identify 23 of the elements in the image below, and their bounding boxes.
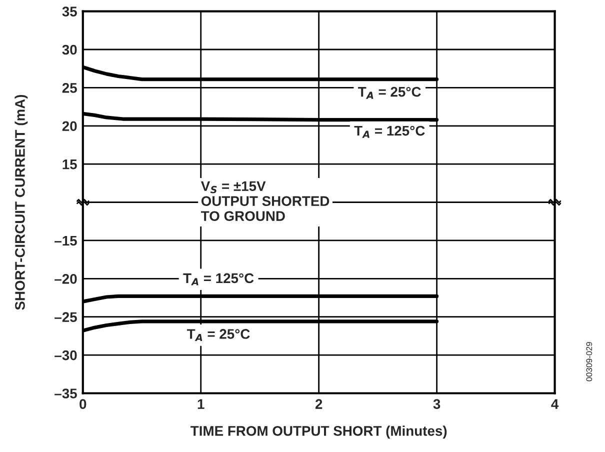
y-tick-label: 30 [62,44,77,55]
x-tick-label: 4 [551,399,559,409]
y-tick-label: –35 [54,388,77,398]
y-tick-label: 35 [62,6,77,16]
y-axis-title: SHORT-CIRCUIT CURRENT (mA) [14,94,28,310]
text: 00309-029 [586,342,592,382]
x-tick-label: 3 [433,399,440,410]
y-tick-label: 15 [62,160,77,170]
series-label: T$_{A}$ = 25°C [358,86,421,99]
y-tick-label: 25 [62,83,77,93]
x-axis-title: TIME FROM OUTPUT SHORT (Minutes) [190,426,447,439]
y-tick-label: –15 [54,236,77,246]
y-tick-label: –25 [54,312,77,322]
x-tick-label: 0 [80,399,86,409]
y-tick-label: –30 [54,350,77,360]
series-label: T$_{A}$ = 125°C [354,126,425,138]
series-label: T$_{A}$ = 125°C [183,273,254,286]
series-label: T$_{A}$ = 25°C [186,329,250,342]
y-tick-label: 20 [62,121,77,132]
y-tick-label: –20 [54,274,77,284]
x-tick-label: 2 [315,399,322,409]
annotation: V$_{S}$ = ±15V OUTPUT SHORTED TO GROUND [200,181,330,221]
x-tick-label: 1 [198,399,204,409]
